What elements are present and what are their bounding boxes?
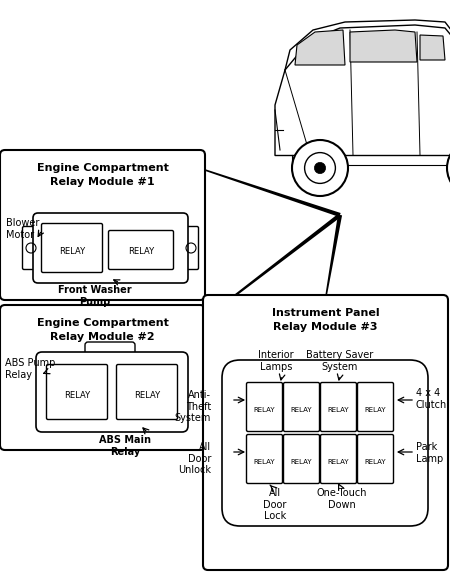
Text: Instrument Panel: Instrument Panel: [272, 308, 379, 318]
Text: One-Touch
Down: One-Touch Down: [317, 488, 367, 510]
FancyBboxPatch shape: [284, 435, 320, 483]
FancyBboxPatch shape: [284, 383, 320, 431]
Text: Relay Module #2: Relay Module #2: [50, 332, 155, 342]
FancyBboxPatch shape: [33, 213, 188, 283]
FancyBboxPatch shape: [41, 224, 103, 272]
FancyBboxPatch shape: [222, 360, 428, 526]
Circle shape: [292, 140, 348, 196]
Text: RELAY: RELAY: [291, 407, 312, 413]
Text: RELAY: RELAY: [64, 391, 90, 399]
Text: RELAY: RELAY: [59, 247, 85, 256]
FancyBboxPatch shape: [108, 231, 174, 269]
Circle shape: [447, 140, 450, 196]
FancyBboxPatch shape: [320, 383, 356, 431]
Text: Engine Compartment: Engine Compartment: [36, 163, 168, 173]
Text: Blower
Motor: Blower Motor: [6, 218, 40, 240]
Text: Battery Saver
System: Battery Saver System: [306, 350, 374, 372]
FancyBboxPatch shape: [247, 383, 283, 431]
Text: RELAY: RELAY: [134, 391, 160, 399]
FancyBboxPatch shape: [357, 435, 393, 483]
Text: RELAY: RELAY: [328, 407, 349, 413]
Text: Engine Compartment: Engine Compartment: [36, 318, 168, 328]
FancyBboxPatch shape: [247, 435, 283, 483]
Text: 4 x 4
Clutch: 4 x 4 Clutch: [416, 388, 447, 410]
Text: RELAY: RELAY: [364, 459, 386, 465]
Polygon shape: [324, 214, 342, 302]
Text: RELAY: RELAY: [291, 459, 312, 465]
Text: Park
Lamp: Park Lamp: [416, 442, 443, 463]
FancyBboxPatch shape: [357, 383, 393, 431]
Text: Interior
Lamps: Interior Lamps: [258, 350, 294, 372]
Text: RELAY: RELAY: [364, 407, 386, 413]
Text: Relay Module #1: Relay Module #1: [50, 177, 155, 187]
Text: RELAY: RELAY: [328, 459, 349, 465]
Text: RELAY: RELAY: [254, 407, 275, 413]
FancyBboxPatch shape: [203, 295, 448, 570]
FancyBboxPatch shape: [36, 352, 188, 432]
FancyBboxPatch shape: [117, 364, 177, 419]
FancyBboxPatch shape: [22, 227, 39, 269]
FancyBboxPatch shape: [0, 150, 205, 300]
Text: Anti-
Theft
System: Anti- Theft System: [175, 390, 211, 423]
Polygon shape: [189, 213, 341, 331]
FancyBboxPatch shape: [183, 227, 198, 269]
Text: RELAY: RELAY: [254, 459, 275, 465]
Text: ABS Main
Relay: ABS Main Relay: [99, 435, 151, 456]
FancyBboxPatch shape: [320, 435, 356, 483]
Text: Relay Module #3: Relay Module #3: [273, 322, 378, 332]
FancyBboxPatch shape: [46, 364, 108, 419]
Polygon shape: [295, 30, 345, 65]
Polygon shape: [420, 35, 445, 60]
Text: ABS Pump
Relay: ABS Pump Relay: [5, 358, 55, 380]
Polygon shape: [190, 164, 341, 217]
FancyBboxPatch shape: [85, 342, 135, 362]
Text: RELAY: RELAY: [128, 247, 154, 256]
Text: Front Washer
Pump: Front Washer Pump: [58, 285, 132, 307]
Text: All
Door
Unlock: All Door Unlock: [178, 442, 211, 475]
Text: All
Door
Lock: All Door Lock: [263, 488, 287, 521]
Polygon shape: [350, 30, 417, 62]
FancyBboxPatch shape: [0, 305, 205, 450]
Circle shape: [315, 162, 326, 173]
